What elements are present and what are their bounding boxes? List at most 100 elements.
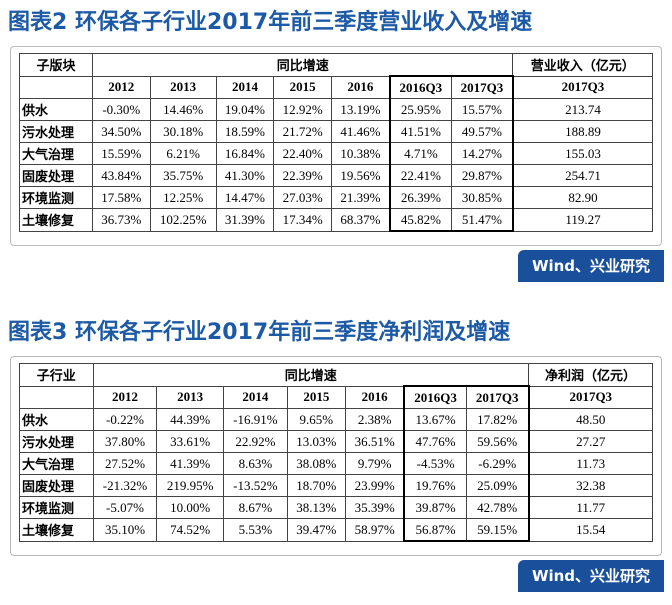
data-cell: 14.27% — [450, 142, 514, 165]
data-cell: -13.52% — [222, 474, 288, 497]
data-row: 固废处理 -21.32% 219.95% -13.52% 18.70% 23.99% 19.… — [19, 474, 653, 497]
data-cell: 48.50 — [528, 408, 653, 431]
data-cell: 22.40% — [273, 142, 332, 165]
table-panel: 子版块 同比增速 营业收入（亿元） 2012 2013 2014 2015 2016 2016Q… — [10, 46, 662, 246]
data-cell: 59.56% — [465, 430, 530, 453]
data-cell: 13.19% — [330, 98, 391, 121]
data-cell: -6.29% — [465, 452, 530, 475]
data-cell: 14.47% — [215, 186, 275, 209]
data-cell: 8.63% — [222, 452, 288, 475]
data-cell: 41.30% — [215, 164, 275, 187]
row-label: 污水处理 — [19, 120, 93, 143]
data-table: 子行业 同比增速 净利润（亿元） 2012 2013 2014 2015 2016 2016Q3… — [19, 363, 653, 542]
data-cell: 17.82% — [465, 408, 530, 431]
data-cell: 155.03 — [512, 142, 653, 165]
data-row: 固废处理 43.84% 35.75% 41.30% 22.39% 19.56% 22.41%… — [19, 164, 653, 187]
data-cell: 29.87% — [450, 164, 514, 187]
table-panel: 子行业 同比增速 净利润（亿元） 2012 2013 2014 2015 2016 2016Q3… — [10, 356, 662, 556]
data-cell: 10.38% — [330, 142, 391, 165]
subheader-cell: 2014 — [215, 75, 275, 99]
data-cell: 12.25% — [149, 186, 217, 209]
data-cell: 35.39% — [344, 496, 405, 519]
data-cell: 38.13% — [286, 496, 346, 519]
data-row: 大气治理 15.59% 6.21% 16.84% 22.40% 10.38% 4.71% 14… — [19, 142, 653, 165]
source-badge: Wind、兴业研究 — [518, 560, 664, 592]
data-cell: 17.34% — [273, 208, 332, 232]
data-cell: 16.84% — [215, 142, 275, 165]
subheader-cell: 2017Q3 — [450, 75, 514, 99]
data-cell: 39.87% — [403, 496, 467, 519]
row-label: 环境监测 — [19, 186, 93, 209]
data-cell: 219.95% — [156, 474, 224, 497]
data-cell: 18.70% — [286, 474, 346, 497]
data-cell: 213.74 — [512, 98, 653, 121]
data-row: 污水处理 34.50% 30.18% 18.59% 21.72% 41.46% 41.51%… — [19, 120, 653, 143]
data-cell: -21.32% — [92, 474, 158, 497]
data-cell: 12.92% — [273, 98, 332, 121]
data-cell: 27.52% — [92, 452, 158, 475]
data-cell: 43.84% — [91, 164, 151, 187]
row-label: 大气治理 — [19, 452, 94, 475]
data-cell: 36.73% — [91, 208, 151, 232]
data-cell: 19.04% — [215, 98, 275, 121]
data-cell: -16.91% — [222, 408, 288, 431]
data-cell: 27.03% — [273, 186, 332, 209]
row-label: 大气治理 — [19, 142, 93, 165]
data-cell: 56.87% — [403, 518, 467, 542]
data-cell: 33.61% — [156, 430, 224, 453]
figure-title: 图表3 环保各子行业2017年前三季度净利润及增速 — [8, 320, 511, 345]
data-cell: 15.54 — [528, 518, 653, 542]
data-row: 环境监测 -5.07% 10.00% 8.67% 38.13% 35.39% 39.87% 4… — [19, 496, 653, 519]
data-cell: -4.53% — [403, 452, 467, 475]
data-cell: 25.09% — [465, 474, 530, 497]
subheader-cell: 2016 — [344, 385, 405, 409]
data-cell: -5.07% — [92, 496, 158, 519]
data-cell: 35.75% — [149, 164, 217, 187]
data-cell: 15.59% — [91, 142, 151, 165]
data-cell: 41.46% — [330, 120, 391, 143]
data-cell: 22.41% — [388, 164, 452, 187]
data-cell: 19.56% — [330, 164, 391, 187]
data-cell: -0.30% — [91, 98, 151, 121]
data-cell: 19.76% — [403, 474, 467, 497]
figure: 图表2 环保各子行业2017年前三季度营业收入及增速子版块 同比增速 营业收入（亿元… — [0, 0, 672, 295]
figure-title: 图表2 环保各子行业2017年前三季度营业收入及增速 — [8, 10, 533, 35]
subheader-cell: 2014 — [222, 385, 288, 409]
subheader-cell: 2012 — [92, 385, 158, 409]
row-label: 污水处理 — [19, 430, 94, 453]
data-cell: 30.85% — [450, 186, 514, 209]
data-cell: 23.99% — [344, 474, 405, 497]
row-label: 固废处理 — [19, 474, 94, 497]
subheader-cell: 2013 — [156, 385, 224, 409]
data-cell: 8.67% — [222, 496, 288, 519]
header-cell: 子版块 — [19, 53, 93, 77]
data-cell: 37.80% — [92, 430, 158, 453]
subheader-cell: 2015 — [286, 385, 346, 409]
row-label: 供水 — [19, 98, 93, 121]
subheader-cell: 2015 — [273, 75, 332, 99]
data-cell: -0.22% — [92, 408, 158, 431]
data-row: 环境监测 17.58% 12.25% 14.47% 27.03% 21.39% 26.39%… — [19, 186, 653, 209]
data-cell: 27.27 — [528, 430, 653, 453]
data-cell: 36.51% — [344, 430, 405, 453]
figure: 图表3 环保各子行业2017年前三季度净利润及增速子行业 同比增速 净利润（亿元） 2… — [0, 310, 672, 605]
data-cell: 38.08% — [286, 452, 346, 475]
data-cell: 17.58% — [91, 186, 151, 209]
data-cell: 11.77 — [528, 496, 653, 519]
data-cell: 59.15% — [465, 518, 530, 542]
row-label: 供水 — [19, 408, 94, 431]
data-cell: 26.39% — [388, 186, 452, 209]
subheader-cell: 2016Q3 — [388, 75, 452, 99]
data-cell: 2.38% — [344, 408, 405, 431]
data-cell: 22.39% — [273, 164, 332, 187]
data-row: 土壤修复 36.73% 102.25% 31.39% 17.34% 68.37% 45.82… — [19, 208, 653, 232]
data-row: 供水 -0.30% 14.46% 19.04% 12.92% 13.19% 25.95% 15… — [19, 98, 653, 121]
data-cell: 21.39% — [330, 186, 391, 209]
subheader-row: 2012 2013 2014 2015 2016 2016Q3 2017Q3 2017Q3 — [19, 75, 653, 99]
data-cell: 22.92% — [222, 430, 288, 453]
subheader-cell: 2017Q3 — [528, 385, 653, 409]
data-cell: 10.00% — [156, 496, 224, 519]
subheader-cell: 2016 — [330, 75, 391, 99]
data-cell: 41.51% — [388, 120, 452, 143]
